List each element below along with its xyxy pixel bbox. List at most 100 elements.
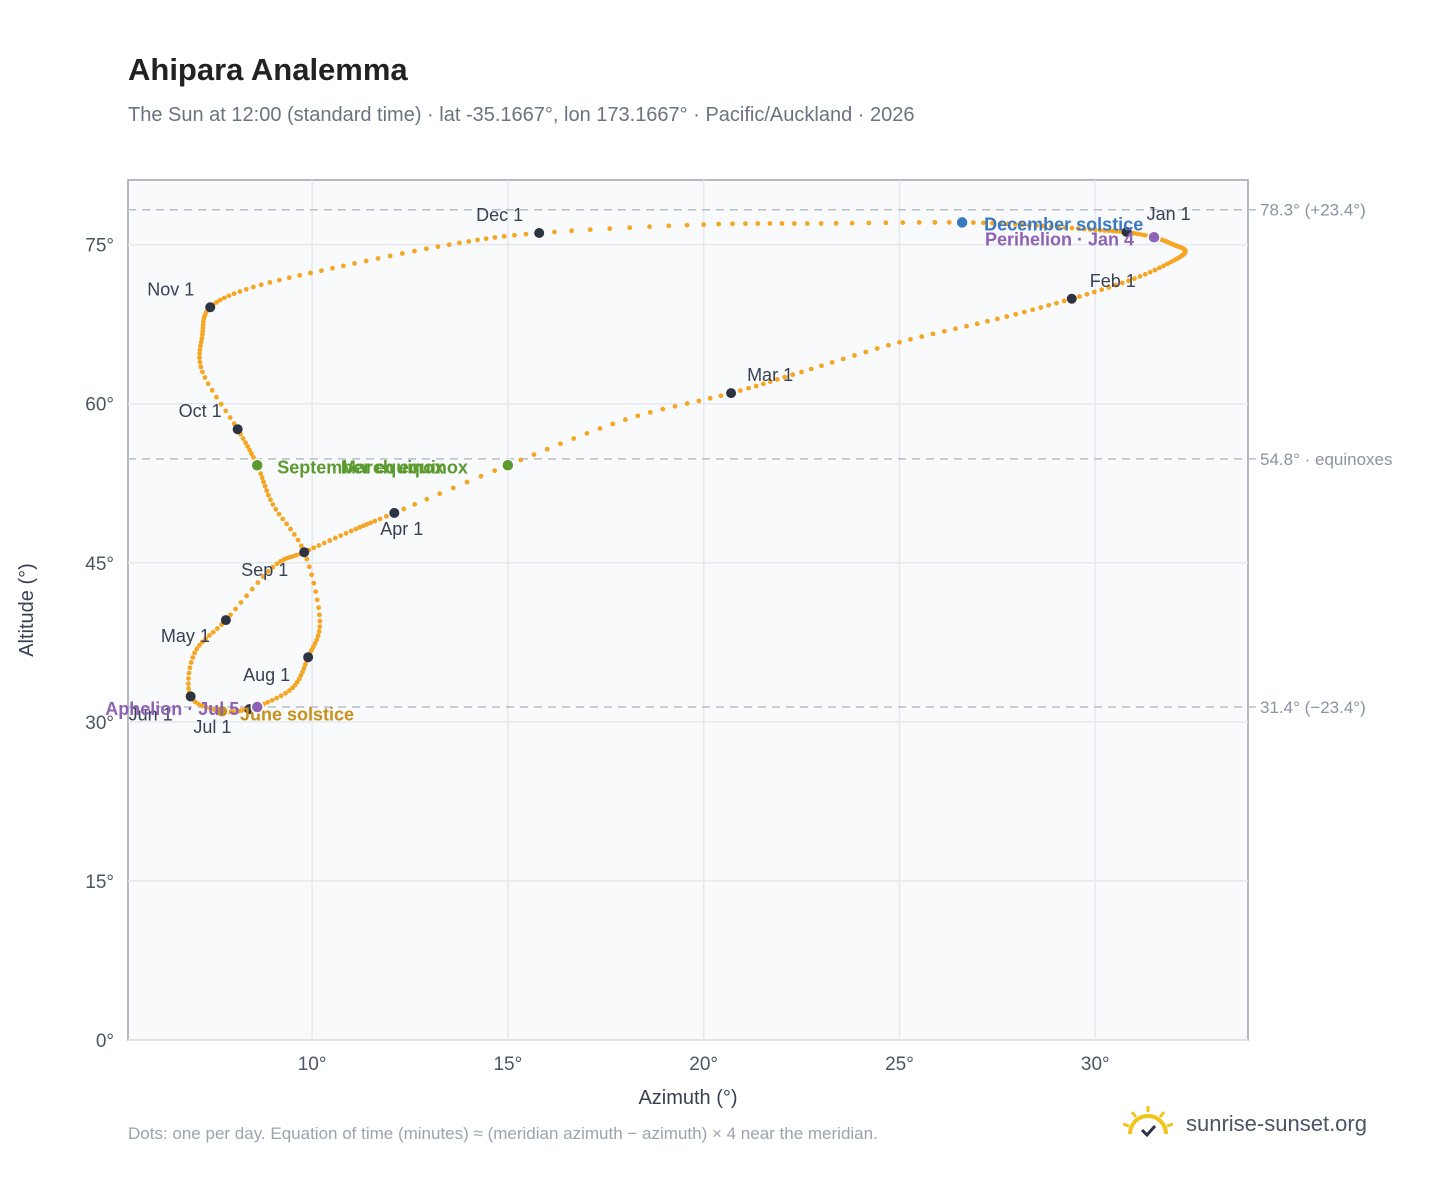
month-marker	[1066, 293, 1077, 304]
day-dot	[1030, 307, 1036, 313]
day-dot	[321, 540, 327, 546]
y-tick-label: 75°	[85, 236, 114, 257]
grid-lines	[128, 180, 1248, 1041]
day-dot	[302, 662, 308, 668]
event-marker	[501, 458, 515, 473]
day-dot	[266, 492, 271, 498]
day-dot	[258, 471, 264, 476]
x-tick-label: 20°	[689, 1054, 718, 1075]
day-dot	[306, 564, 312, 570]
event-label: Aphelion · Jul 5	[105, 699, 239, 719]
day-dot	[205, 381, 211, 387]
reference-lines: 78.3° (+23.4°) 54.8° · equinoxes 31.4° (−2…	[128, 201, 1393, 717]
day-dot	[829, 360, 835, 365]
day-dot	[375, 256, 381, 261]
y-axis-label: Altitude (°)	[16, 563, 38, 657]
day-dot	[298, 543, 304, 549]
day-dot	[971, 220, 976, 225]
day-dot	[301, 665, 307, 671]
day-dot	[1004, 314, 1010, 319]
day-dot	[990, 220, 995, 226]
month-label: Feb 1	[1090, 271, 1136, 291]
axis-ticks: 10° 15° 20° 25° 30° 0° 15° 30° 45° 60° 75°	[85, 236, 1109, 1075]
day-dot	[782, 374, 788, 380]
day-dot	[804, 221, 810, 226]
day-dot	[558, 441, 563, 447]
month-marker	[303, 652, 314, 663]
day-dot	[196, 642, 202, 648]
day-dot	[269, 697, 275, 703]
day-dot	[607, 226, 613, 232]
day-dot	[716, 221, 722, 227]
day-dot	[199, 336, 205, 341]
day-dot	[512, 232, 517, 238]
day-dot	[1106, 228, 1112, 234]
day-dot	[1092, 227, 1098, 233]
day-dot	[276, 277, 282, 283]
day-dot	[1084, 291, 1090, 297]
day-dot	[492, 468, 498, 474]
day-dot	[284, 521, 290, 527]
y-tick-label: 45°	[85, 554, 114, 575]
day-dot	[197, 359, 203, 365]
plot-area	[127, 179, 1249, 1041]
event-marker	[250, 458, 264, 473]
day-dot	[1119, 280, 1125, 286]
day-dot	[1161, 263, 1166, 269]
day-dot	[338, 533, 344, 539]
day-dot	[327, 538, 333, 543]
day-dot	[994, 316, 1000, 322]
day-dot	[635, 413, 641, 419]
day-dot	[974, 321, 980, 327]
day-dot	[243, 286, 249, 292]
day-dot	[197, 351, 202, 356]
y-tick-label: 60°	[85, 395, 114, 416]
x-tick-label: 25°	[885, 1054, 914, 1075]
day-dot	[300, 669, 305, 675]
day-dot	[203, 705, 209, 710]
day-dot	[268, 497, 273, 503]
day-dot	[291, 532, 297, 537]
day-dot	[265, 699, 271, 705]
day-dot	[314, 597, 320, 603]
day-dot	[779, 221, 785, 226]
day-dot	[343, 530, 349, 536]
day-dot	[767, 379, 773, 385]
month-label: Jan 1	[1147, 204, 1191, 224]
month-marker	[185, 691, 196, 702]
day-dot	[286, 688, 292, 694]
day-dot	[1075, 226, 1081, 231]
chart-title: Ahipara Analemma	[128, 52, 408, 87]
day-dot	[286, 275, 292, 281]
day-dot	[953, 326, 958, 332]
day-dot	[464, 479, 470, 485]
day-dot	[264, 488, 270, 494]
day-dot	[377, 516, 383, 522]
x-tick-label: 30°	[1081, 1054, 1110, 1075]
day-dot	[760, 381, 766, 387]
day-dot	[799, 369, 804, 375]
day-dot	[478, 473, 484, 479]
day-dot	[363, 258, 369, 264]
month-label: Jun 1	[129, 704, 173, 724]
day-dot	[874, 346, 880, 351]
day-dot	[309, 572, 315, 578]
day-dot	[185, 681, 191, 687]
day-dot	[930, 331, 936, 337]
day-dot	[475, 237, 480, 243]
day-dot	[240, 436, 246, 441]
day-dot	[866, 220, 872, 226]
day-dot	[295, 537, 301, 543]
day-dot	[368, 520, 373, 526]
day-dot	[288, 526, 293, 532]
month-label: Apr 1	[380, 519, 423, 539]
event-marker	[1147, 230, 1161, 245]
event-marker	[955, 215, 969, 230]
day-dot	[531, 452, 537, 458]
day-dot	[666, 223, 672, 229]
day-dot	[737, 388, 743, 394]
day-dot	[1152, 267, 1158, 273]
day-dot	[916, 220, 922, 225]
day-dot	[267, 280, 273, 285]
day-dot	[1038, 305, 1044, 310]
